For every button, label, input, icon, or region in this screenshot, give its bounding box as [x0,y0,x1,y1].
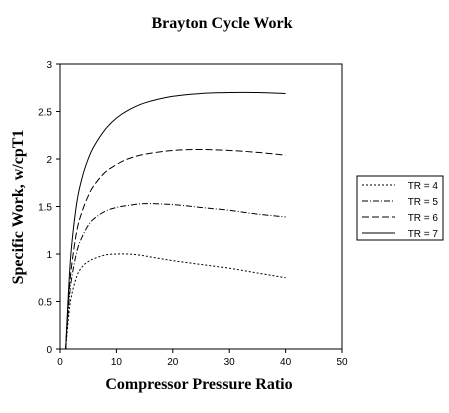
x-tick-label: 10 [111,357,123,368]
legend-label: TR = 4 [408,181,439,192]
x-axis-ticks: 0 10 20 30 40 50 [57,349,348,368]
legend-label: TR = 6 [408,213,439,224]
y-tick-label: 0 [46,345,52,356]
y-axis-ticks: 0 0.5 1 1.5 2 2.5 3 [38,60,60,356]
x-axis-label: Compressor Pressure Ratio [105,376,292,393]
series-layer [65,91,286,350]
y-tick-label: 1 [46,250,52,261]
x-tick-label: 40 [280,357,292,368]
y-tick-label: 3 [46,60,52,71]
y-tick-label: 2.5 [38,108,52,119]
series-line [65,203,286,350]
series-line [65,91,286,350]
y-tick-label: 2 [46,155,52,166]
legend-label: TR = 5 [408,197,439,208]
series-line [65,148,286,350]
x-tick-label: 30 [224,357,236,368]
legend-box [356,175,444,241]
legend: TR = 4 TR = 5 TR = 6 TR = 7 [356,175,444,241]
chart-title: Brayton Cycle Work [151,15,292,32]
series-line [65,253,286,350]
x-tick-label: 20 [167,357,179,368]
y-axis-label: Specific Work, w/cpT1 [10,130,27,285]
x-tick-label: 50 [336,357,348,368]
y-tick-label: 0.5 [38,298,52,309]
legend-label: TR = 7 [408,229,439,240]
y-tick-label: 1.5 [38,203,52,214]
x-tick-label: 0 [57,357,63,368]
plot-area [59,63,343,350]
